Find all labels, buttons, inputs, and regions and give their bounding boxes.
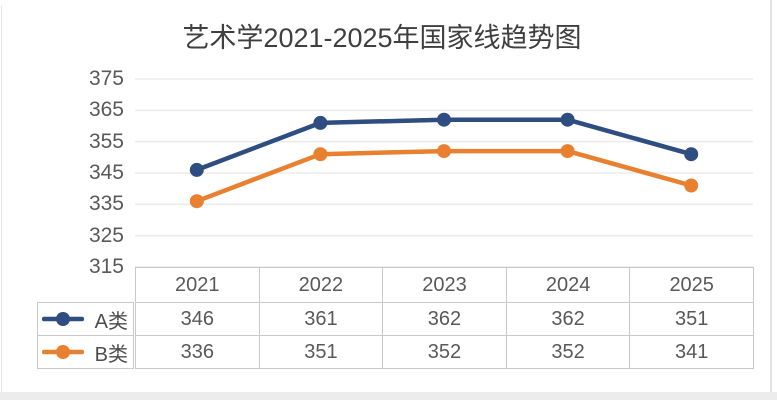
legend-row: B类 (37, 335, 134, 369)
value-row-A类: 346 361 362 362 351 (135, 302, 754, 336)
legend: A类 B类 (37, 302, 134, 369)
series-name-label: A类 (94, 310, 128, 333)
value-cell: 351 (629, 302, 754, 336)
year-header-row: 2021 2022 2023 2024 2025 (135, 267, 754, 303)
legend-cell: A类 (37, 302, 134, 336)
year-header-cell: 2021 (135, 267, 260, 303)
value-cell: 346 (135, 302, 260, 336)
value-cell: 336 (135, 335, 260, 369)
legend-row: A类 (37, 302, 134, 336)
y-axis-tick-label: 355 (88, 130, 124, 153)
value-cell: 362 (505, 302, 631, 336)
year-header-cell: 2025 (629, 267, 754, 303)
page-right-edge (770, 0, 772, 392)
page-left-edge (1, 6, 2, 392)
y-axis-tick-label: 325 (88, 224, 124, 247)
value-cell: 361 (258, 302, 384, 336)
y-axis-tick-label: 375 (88, 67, 124, 90)
year-header-cell: 2024 (505, 267, 631, 303)
data-table: 2021 2022 2023 2024 2025 346 361 362 362 351 336 3… (135, 267, 754, 369)
page-bottom-strip (0, 392, 777, 400)
value-cell: 341 (629, 335, 754, 369)
y-axis-tick-label: 365 (88, 98, 124, 121)
series-key-icon (42, 312, 84, 326)
value-cell: 352 (505, 335, 631, 369)
legend-cell: B类 (37, 335, 134, 369)
series-key-icon (42, 345, 84, 359)
chart-title: 艺术学2021-2025年国家线趋势图 (182, 23, 582, 53)
series-name-label: B类 (94, 343, 128, 366)
y-axis-tick-label: 345 (88, 161, 124, 184)
value-row-B类: 336 351 352 352 341 (135, 335, 754, 369)
year-header-cell: 2022 (258, 267, 384, 303)
y-axis-tick-label: 335 (88, 192, 124, 215)
y-axis-tick-label: 315 (88, 255, 124, 278)
value-cell: 362 (382, 302, 507, 336)
value-cell: 352 (382, 335, 507, 369)
value-cell: 351 (258, 335, 384, 369)
year-header-cell: 2023 (382, 267, 507, 303)
